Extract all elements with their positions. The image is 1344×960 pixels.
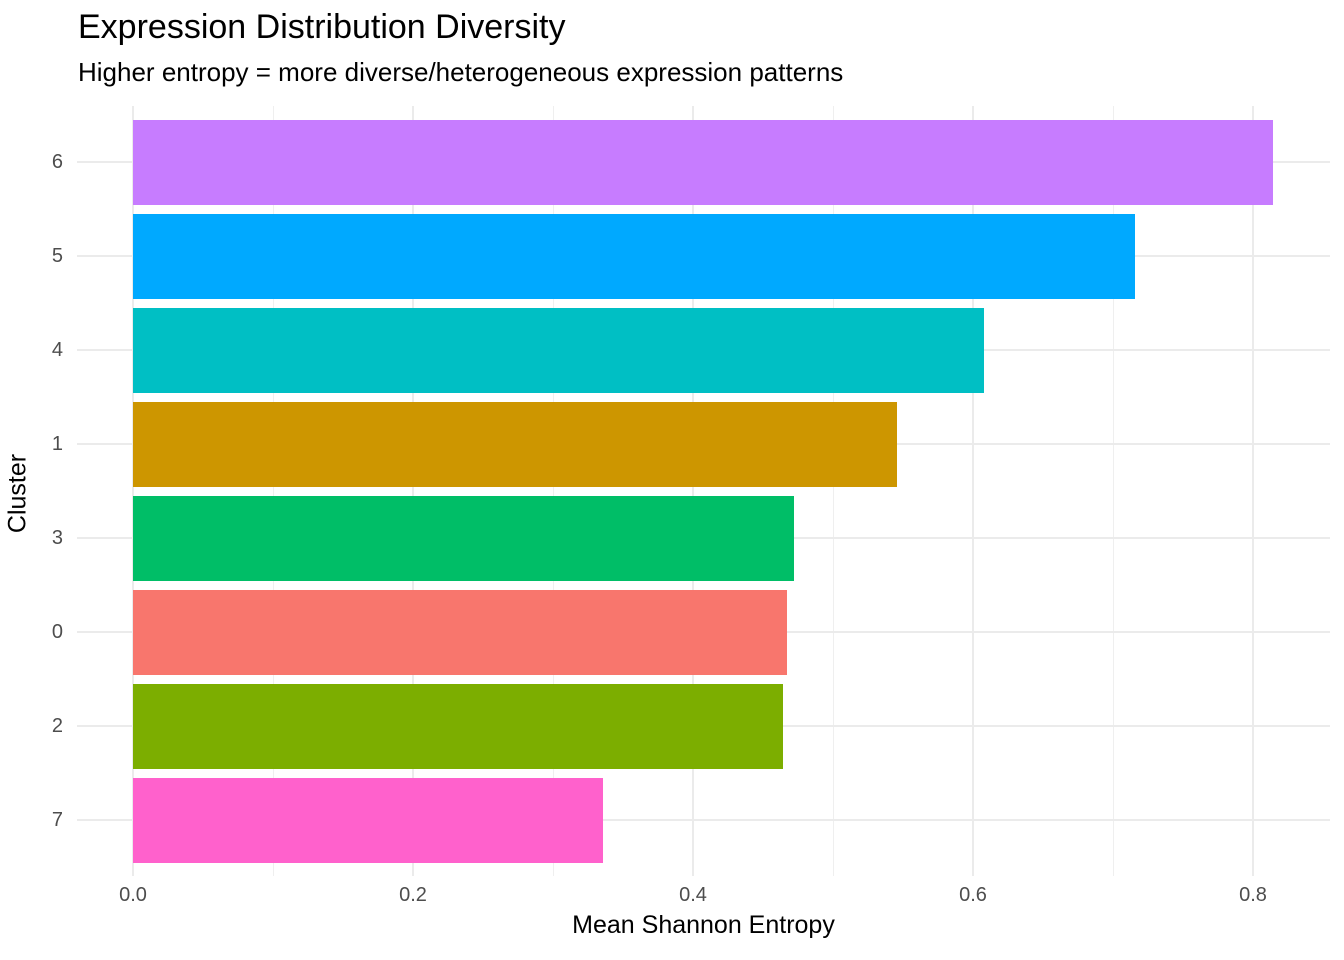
major-gridline [412,106,414,876]
y-tick-label: 1 [51,433,63,455]
bar-cluster-4 [133,307,985,393]
chart-title: Expression Distribution Diversity [78,8,566,46]
bar-cluster-0 [133,589,787,675]
category-gridline [77,819,1330,821]
bar-cluster-7 [133,777,604,863]
y-tick-label: 3 [51,527,63,549]
bar-cluster-6 [133,119,1273,205]
x-tick-label: 0.4 [679,884,707,906]
bar-cluster-2 [133,683,783,769]
minor-gridline [552,106,554,876]
y-tick-label: 7 [51,809,63,831]
y-tick-label: 4 [51,339,63,361]
y-tick-label: 2 [51,715,63,737]
minor-gridline [272,106,274,876]
chart-subtitle: Higher entropy = more diverse/heterogene… [78,57,844,87]
y-tick-label: 0 [51,621,63,643]
x-tick-label: 0.6 [959,884,987,906]
major-gridline [972,106,974,876]
minor-gridline [1112,106,1114,876]
plot-area [77,106,1330,876]
bar-cluster-1 [133,401,898,487]
x-tick-label: 0.0 [119,884,147,906]
y-tick-label: 5 [51,245,63,267]
bar-cluster-3 [133,495,794,581]
y-axis-title: Cluster [3,453,32,534]
y-tick-label: 6 [51,151,63,173]
major-gridline [1252,106,1254,876]
major-gridline [132,106,134,876]
x-axis-title: Mean Shannon Entropy [572,911,835,939]
x-tick-label: 0.2 [399,884,427,906]
x-tick-label: 0.8 [1239,884,1267,906]
major-gridline [692,106,694,876]
bar-cluster-5 [133,213,1136,299]
minor-gridline [832,106,834,876]
